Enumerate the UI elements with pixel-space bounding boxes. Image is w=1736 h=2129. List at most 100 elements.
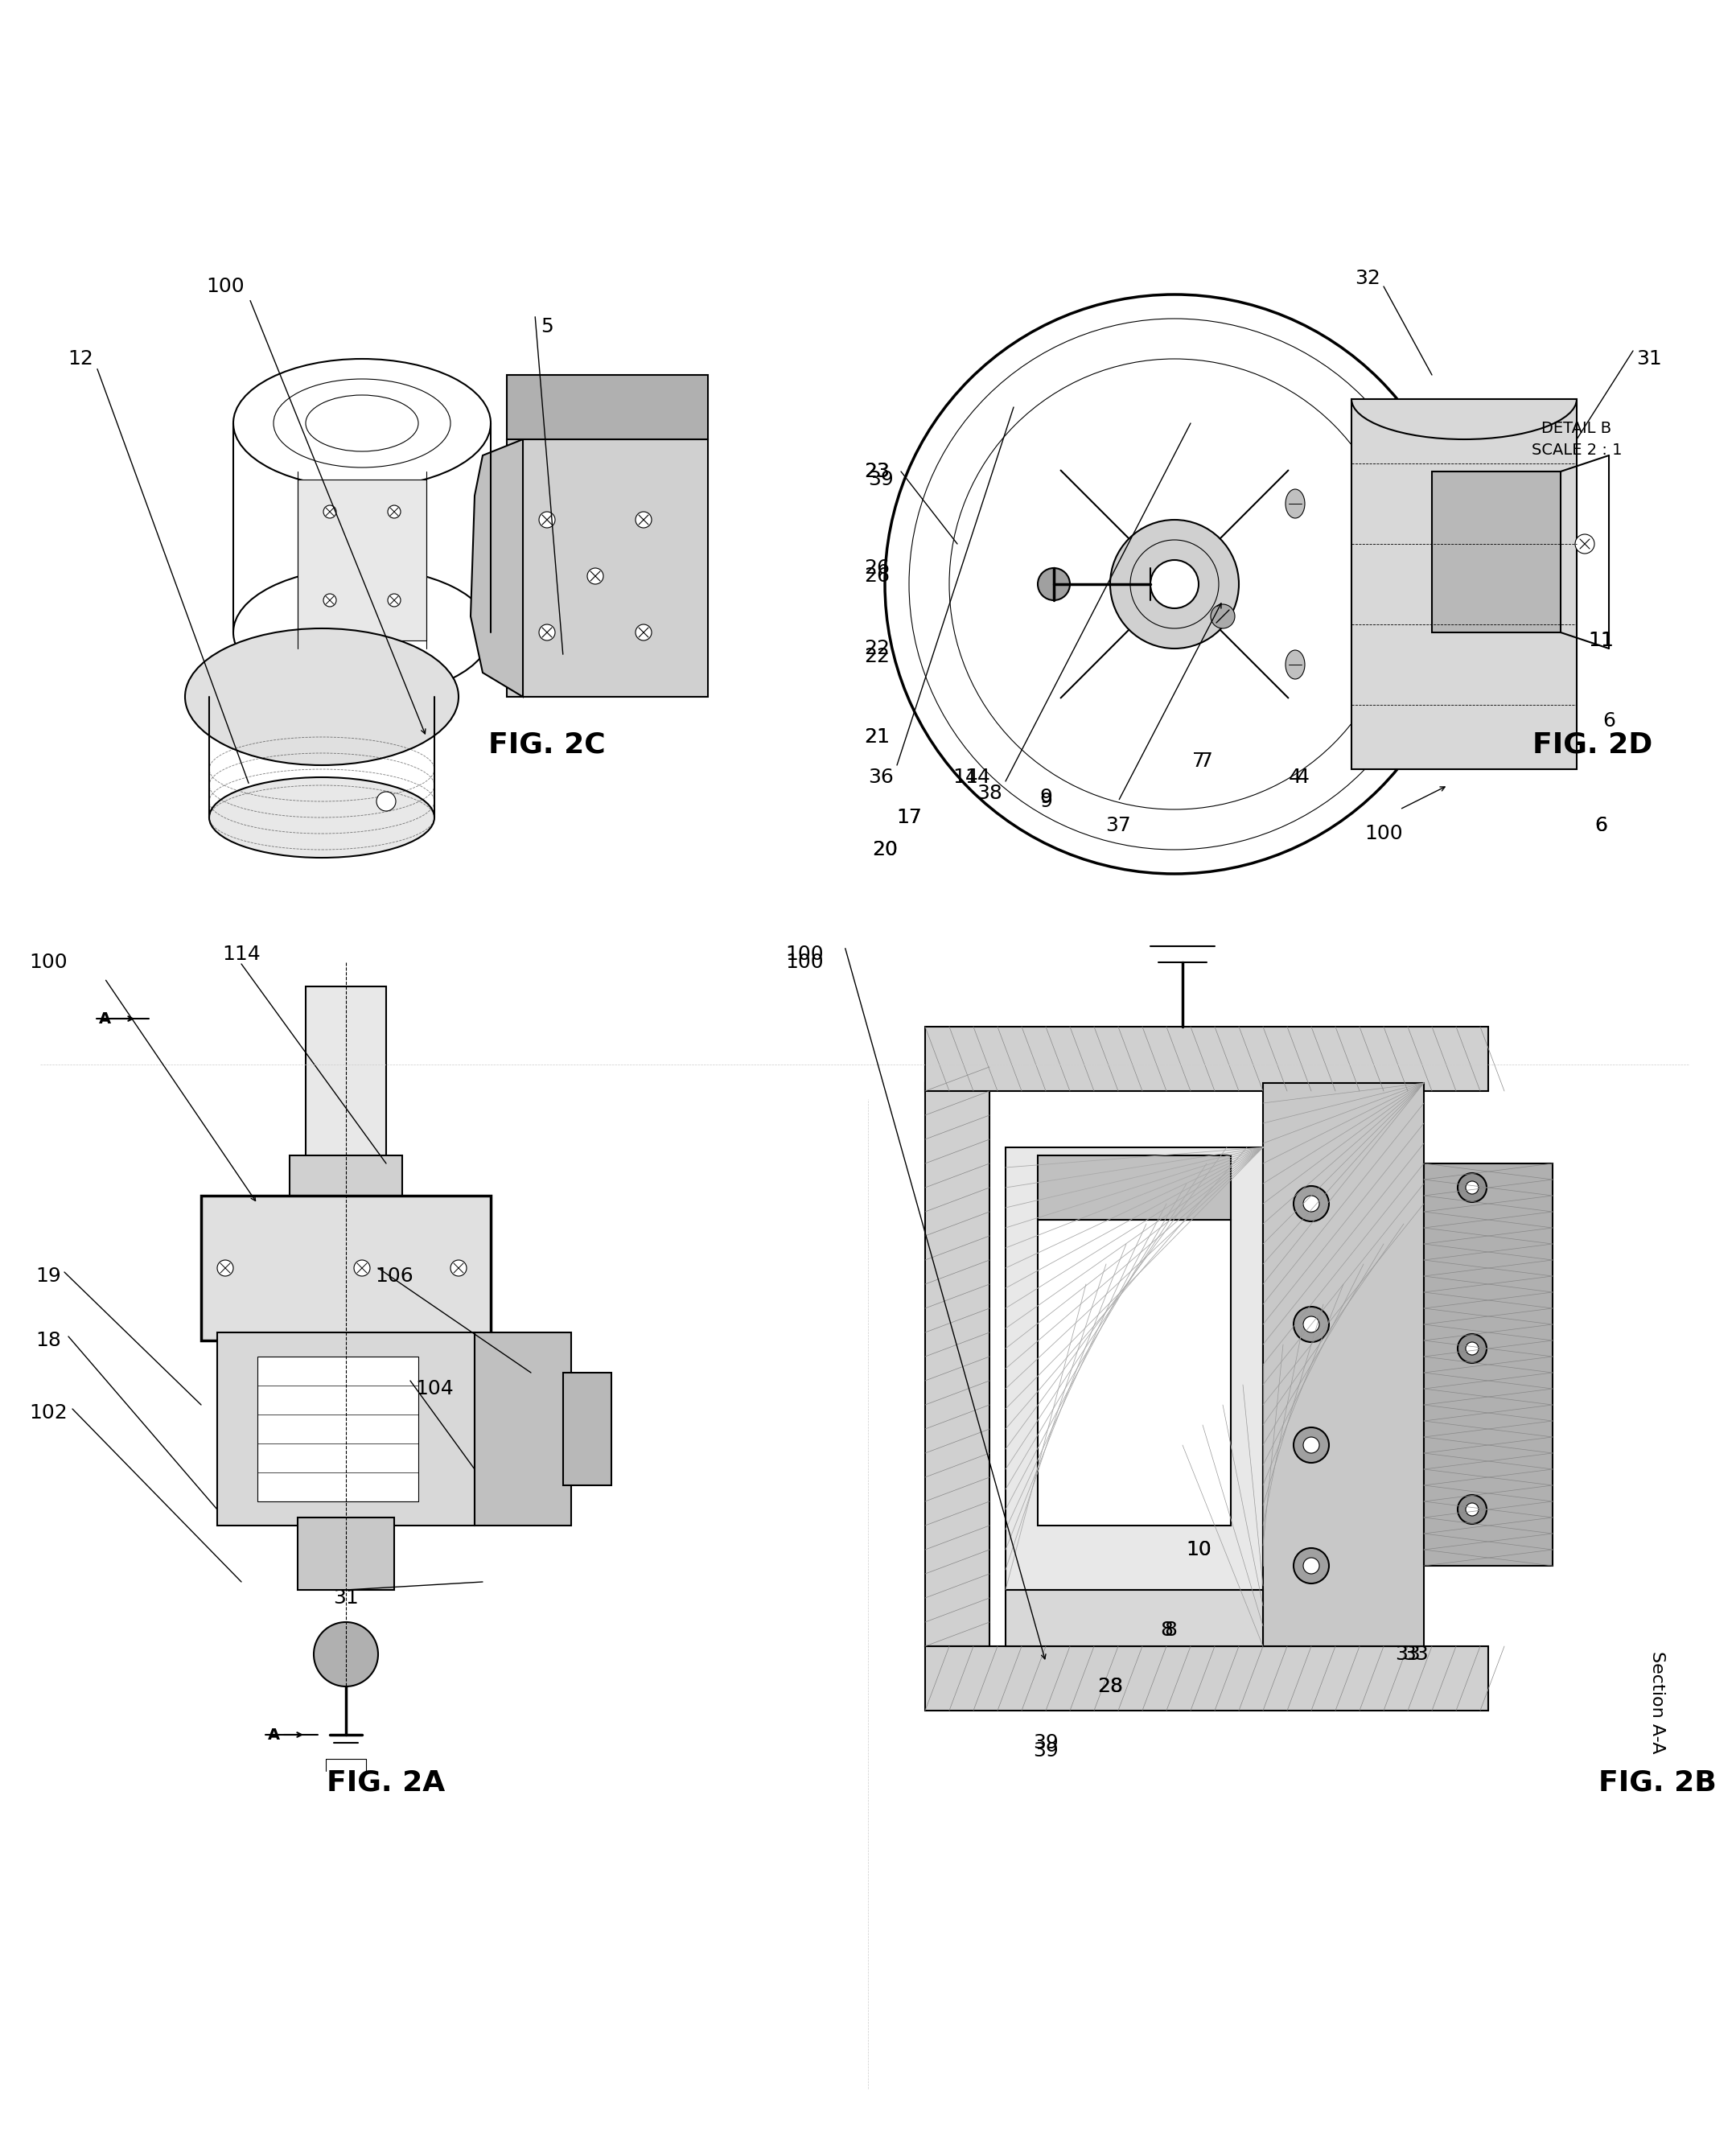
Circle shape [323,594,337,607]
Text: 22: 22 [865,639,891,658]
Circle shape [377,792,396,811]
Circle shape [1293,1186,1330,1222]
Text: 31: 31 [333,1588,359,1607]
Text: 4: 4 [1297,769,1309,788]
Bar [290,1156,403,1203]
Circle shape [1465,1182,1479,1194]
Text: 14: 14 [953,769,977,788]
Circle shape [1151,560,1198,609]
Text: 19: 19 [35,1267,61,1286]
Circle shape [1458,1495,1486,1524]
Bar [925,1084,990,1646]
Bar [1432,471,1561,632]
Text: 32: 32 [1354,268,1380,287]
Text: 100: 100 [30,952,68,973]
Circle shape [1293,1548,1330,1584]
Circle shape [635,624,651,641]
Bar [507,375,708,439]
Ellipse shape [1286,490,1305,517]
Bar [1038,1220,1231,1526]
Bar [562,1373,611,1486]
Text: FIG. 2C: FIG. 2C [488,732,606,758]
Circle shape [538,511,556,528]
Circle shape [314,1622,378,1686]
Bar [1351,398,1576,769]
Text: 10: 10 [1186,1539,1212,1558]
Bar [201,1196,491,1341]
Text: 20: 20 [871,841,898,860]
Ellipse shape [1286,649,1305,679]
Text: 23: 23 [865,462,889,481]
Circle shape [587,568,604,583]
Text: 28: 28 [1097,1678,1123,1697]
Text: 11: 11 [1588,630,1614,649]
Text: A: A [267,1727,279,1742]
Text: 33: 33 [1396,1644,1420,1665]
Circle shape [1210,605,1234,628]
Text: 14: 14 [965,769,990,788]
Text: 17: 17 [896,807,922,828]
Bar [507,439,708,696]
Text: 6: 6 [1594,815,1608,835]
Circle shape [1304,1316,1319,1333]
Text: 21: 21 [865,728,889,747]
Text: 39: 39 [1033,1733,1059,1752]
Text: 6: 6 [1594,815,1608,835]
Text: 114: 114 [222,945,260,964]
Circle shape [1465,1503,1479,1516]
Text: 4: 4 [1288,769,1302,788]
Circle shape [387,594,401,607]
Text: 18: 18 [35,1331,61,1350]
Circle shape [1458,1335,1486,1363]
Text: 106: 106 [375,1267,413,1286]
Circle shape [1109,519,1240,649]
Circle shape [1304,1558,1319,1573]
Bar [925,1646,1488,1710]
Text: 31: 31 [1637,349,1661,368]
Text: 5: 5 [540,317,554,336]
Circle shape [1304,1437,1319,1454]
Ellipse shape [208,777,434,858]
Bar [1264,1084,1424,1646]
Circle shape [1575,534,1594,554]
Bar [1005,1148,1264,1590]
Text: 6: 6 [1602,711,1614,730]
Text: 26: 26 [865,566,891,585]
Text: 102: 102 [30,1403,68,1422]
Text: FIG. 2B: FIG. 2B [1599,1769,1717,1797]
Bar [1038,1156,1231,1220]
Circle shape [538,624,556,641]
Circle shape [1293,1307,1330,1341]
Circle shape [323,505,337,517]
Circle shape [635,511,651,528]
Text: 33: 33 [1403,1644,1429,1665]
Text: 28: 28 [1097,1678,1123,1697]
Text: 12: 12 [68,349,94,368]
Bar [1005,1590,1264,1646]
Text: 11: 11 [1588,630,1614,649]
Text: 37: 37 [1106,815,1130,835]
Text: DETAIL B
SCALE 2 : 1: DETAIL B SCALE 2 : 1 [1531,422,1621,458]
Text: 104: 104 [415,1380,453,1399]
Text: A: A [99,1011,111,1026]
Text: 39: 39 [1033,1742,1059,1761]
Text: 8: 8 [1160,1620,1174,1639]
Circle shape [1465,1341,1479,1354]
Circle shape [217,1260,233,1275]
Bar [474,1333,571,1526]
Circle shape [1038,568,1069,600]
Polygon shape [470,439,523,696]
Bar [257,1356,418,1501]
Bar [297,1518,394,1590]
Bar [1424,1162,1552,1565]
Circle shape [387,505,401,517]
Bar [297,479,427,641]
Text: 23: 23 [865,462,889,481]
Bar [217,1333,474,1526]
Text: 8: 8 [1165,1620,1177,1639]
Text: FIG. 2D: FIG. 2D [1533,732,1653,758]
Text: 10: 10 [1186,1539,1212,1558]
Text: 9: 9 [1040,788,1052,807]
Text: 22: 22 [865,647,891,666]
Text: 9: 9 [1040,792,1052,811]
